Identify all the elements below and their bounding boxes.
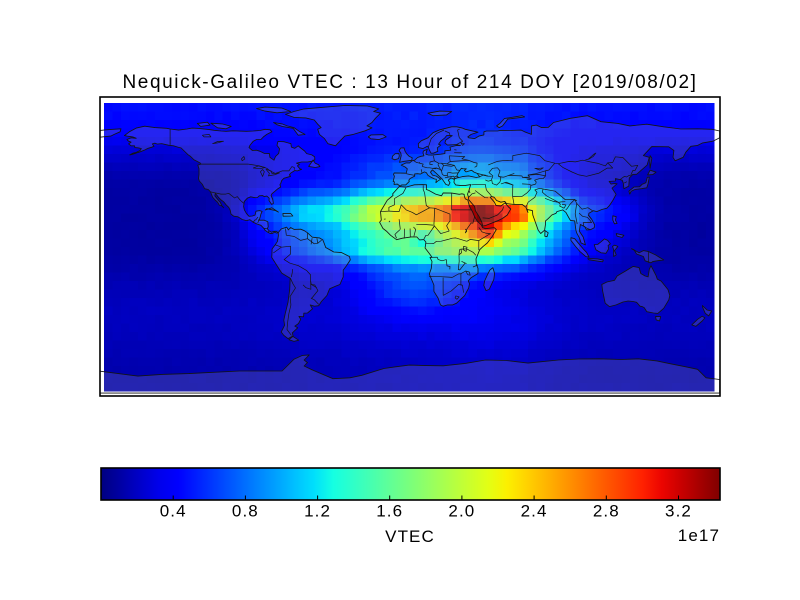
svg-text:Nequick-Galileo VTEC : 13 Hour: Nequick-Galileo VTEC : 13 Hour of 214 DO…	[122, 72, 697, 93]
svg-text:0.8: 0.8	[232, 502, 259, 521]
svg-text:VTEC: VTEC	[385, 527, 435, 546]
svg-text:3.2: 3.2	[665, 502, 692, 521]
svg-text:2.8: 2.8	[593, 502, 620, 521]
svg-text:1.2: 1.2	[304, 502, 331, 521]
svg-text:2.0: 2.0	[448, 502, 475, 521]
svg-text:0.4: 0.4	[160, 502, 187, 521]
svg-text:1e17: 1e17	[678, 526, 720, 545]
svg-text:2.4: 2.4	[521, 502, 548, 521]
svg-text:1.6: 1.6	[376, 502, 403, 521]
